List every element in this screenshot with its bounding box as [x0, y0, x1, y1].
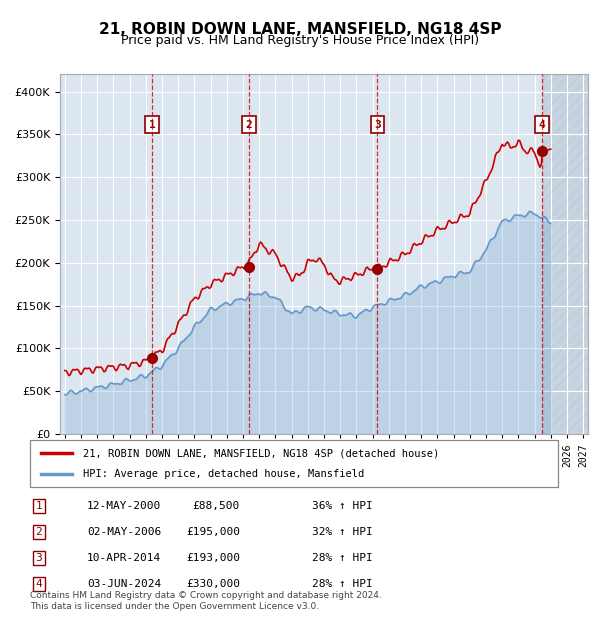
Text: Contains HM Land Registry data © Crown copyright and database right 2024.
This d: Contains HM Land Registry data © Crown c… — [30, 591, 382, 611]
Text: 32% ↑ HPI: 32% ↑ HPI — [312, 527, 373, 537]
Text: 02-MAY-2006: 02-MAY-2006 — [87, 527, 161, 537]
Bar — [542, 74, 591, 434]
Text: 28% ↑ HPI: 28% ↑ HPI — [312, 553, 373, 563]
Text: 1: 1 — [35, 501, 43, 511]
Text: 12-MAY-2000: 12-MAY-2000 — [87, 501, 161, 511]
Text: 3: 3 — [374, 120, 380, 130]
Text: Price paid vs. HM Land Registry's House Price Index (HPI): Price paid vs. HM Land Registry's House … — [121, 34, 479, 47]
Text: 4: 4 — [35, 579, 43, 589]
Text: 2: 2 — [246, 120, 253, 130]
Text: 03-JUN-2024: 03-JUN-2024 — [87, 579, 161, 589]
Text: 36% ↑ HPI: 36% ↑ HPI — [312, 501, 373, 511]
Text: 2: 2 — [35, 527, 43, 537]
Text: 1: 1 — [149, 120, 155, 130]
Text: 3: 3 — [35, 553, 43, 563]
Text: £88,500: £88,500 — [193, 501, 240, 511]
Text: £193,000: £193,000 — [186, 553, 240, 563]
Text: HPI: Average price, detached house, Mansfield: HPI: Average price, detached house, Mans… — [83, 469, 364, 479]
Text: 4: 4 — [539, 120, 545, 130]
Text: 10-APR-2014: 10-APR-2014 — [87, 553, 161, 563]
Text: 21, ROBIN DOWN LANE, MANSFIELD, NG18 4SP (detached house): 21, ROBIN DOWN LANE, MANSFIELD, NG18 4SP… — [83, 448, 439, 458]
Text: £330,000: £330,000 — [186, 579, 240, 589]
Text: 28% ↑ HPI: 28% ↑ HPI — [312, 579, 373, 589]
Text: 21, ROBIN DOWN LANE, MANSFIELD, NG18 4SP: 21, ROBIN DOWN LANE, MANSFIELD, NG18 4SP — [99, 22, 501, 37]
Text: £195,000: £195,000 — [186, 527, 240, 537]
Bar — [542, 74, 591, 434]
